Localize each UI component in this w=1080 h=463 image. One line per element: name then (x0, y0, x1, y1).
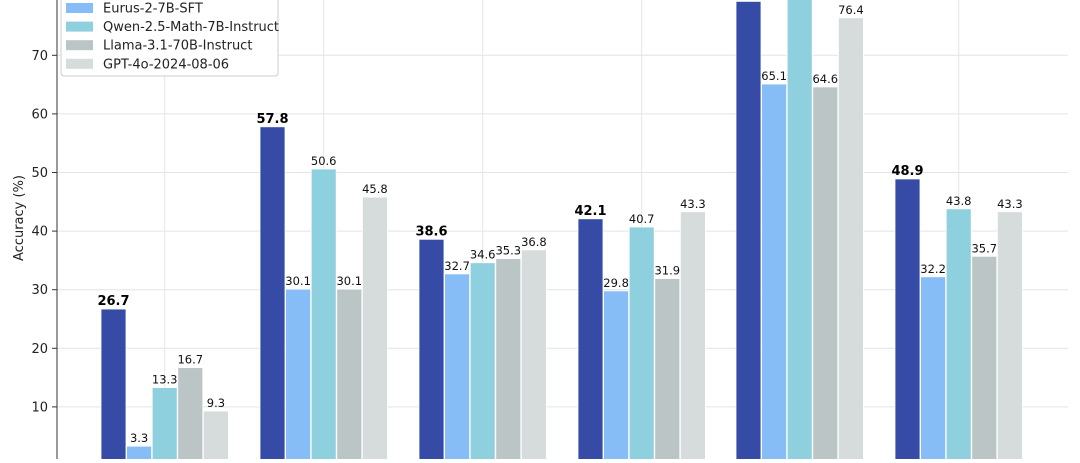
bar-value-label: 35.3 (495, 244, 521, 258)
bar (761, 83, 787, 463)
bar-value-label: 30.1 (336, 274, 362, 288)
bar-value-label: 13.3 (152, 373, 178, 387)
bar-value-label: 32.2 (920, 262, 946, 276)
legend-box (60, 0, 279, 77)
bar-value-label: 29.8 (603, 276, 629, 290)
axes-layer: 10 20 30 40 50 60 70 (31, 0, 58, 459)
bar (177, 367, 204, 463)
y-tick-label: 50 (31, 166, 48, 181)
legend-swatch (66, 21, 93, 32)
y-tick-label: 60 (31, 107, 48, 122)
bar-value-label: 32.7 (444, 259, 470, 273)
bar (418, 238, 445, 463)
bar-value-label: 43.3 (997, 197, 1023, 211)
bar (945, 208, 972, 463)
bar (100, 308, 127, 463)
bars-layer (100, 0, 1023, 463)
y-tick-label: 10 (31, 400, 48, 415)
legend: Eurus-2-7B-SFT Qwen-2.5-Math-7B-Instruct L… (60, 0, 279, 77)
legend-swatch (66, 58, 93, 69)
bar-value-label: 43.3 (680, 197, 706, 211)
bar (495, 258, 522, 463)
bar (680, 211, 706, 463)
bar-value-label: 45.8 (362, 182, 388, 196)
bar-value-label: 76.4 (838, 3, 864, 17)
bar-value-label: 26.7 (97, 294, 129, 309)
bar (444, 273, 471, 463)
bar (202, 410, 229, 463)
bar (310, 168, 337, 463)
bar (735, 0, 762, 463)
data-labels-layer: 26.7 57.8 38.6 42.1 48.9 3.3 30.1 32.7 29.8 65.1 3… (97, 3, 1022, 445)
legend-swatch (66, 40, 93, 51)
bar-value-label: 35.7 (971, 241, 997, 255)
bar-value-label: 57.8 (256, 112, 288, 127)
legend-label: GPT-4o-2024-08-06 (103, 57, 229, 72)
bar-value-label: 9.3 (207, 396, 225, 410)
bar (812, 86, 839, 463)
bar (654, 278, 681, 463)
y-tick-label: 20 (31, 342, 48, 357)
bar-value-label: 40.7 (629, 212, 655, 226)
bar-value-label: 42.1 (574, 204, 606, 219)
legend-label: Eurus-2-7B-SFT (103, 2, 203, 17)
bar-value-label: 16.7 (177, 353, 203, 367)
bar (894, 178, 921, 463)
bar-value-label: 65.1 (761, 69, 787, 83)
legend-label: Llama-3.1-70B-Instruct (103, 39, 252, 54)
bar-value-label: 48.9 (891, 164, 923, 179)
bar (521, 249, 547, 463)
bar (838, 17, 864, 463)
y-tick-label: 40 (31, 225, 48, 240)
bar-value-label: 34.6 (470, 248, 496, 262)
bar (786, 0, 813, 463)
bar (997, 211, 1023, 463)
bar-value-label: 50.6 (311, 154, 337, 168)
bar-value-label: 36.8 (521, 235, 547, 249)
bar-value-label: 3.3 (130, 431, 148, 445)
bar-value-label: 43.8 (946, 194, 972, 208)
bar (259, 126, 286, 463)
y-tick-label: 70 (31, 49, 48, 64)
bar (361, 196, 388, 463)
y-axis-title: Accuracy (%) (12, 175, 27, 261)
bar (920, 276, 946, 463)
bar-value-label: 64.6 (812, 72, 838, 86)
bar-value-label: 31.9 (654, 264, 680, 278)
bar (151, 387, 178, 463)
legend-label: Qwen-2.5-Math-7B-Instruct (103, 20, 279, 35)
bar-value-label: 38.6 (415, 224, 447, 239)
bar (285, 288, 312, 463)
bar-value-label: 30.1 (285, 274, 311, 288)
legend-swatch (66, 3, 93, 13)
bar (603, 290, 629, 463)
bar (336, 288, 363, 463)
bar (126, 445, 152, 463)
bar (628, 226, 655, 463)
bar (971, 255, 998, 463)
y-tick-label: 30 (31, 283, 48, 298)
bar (577, 218, 604, 463)
bar (469, 262, 496, 463)
